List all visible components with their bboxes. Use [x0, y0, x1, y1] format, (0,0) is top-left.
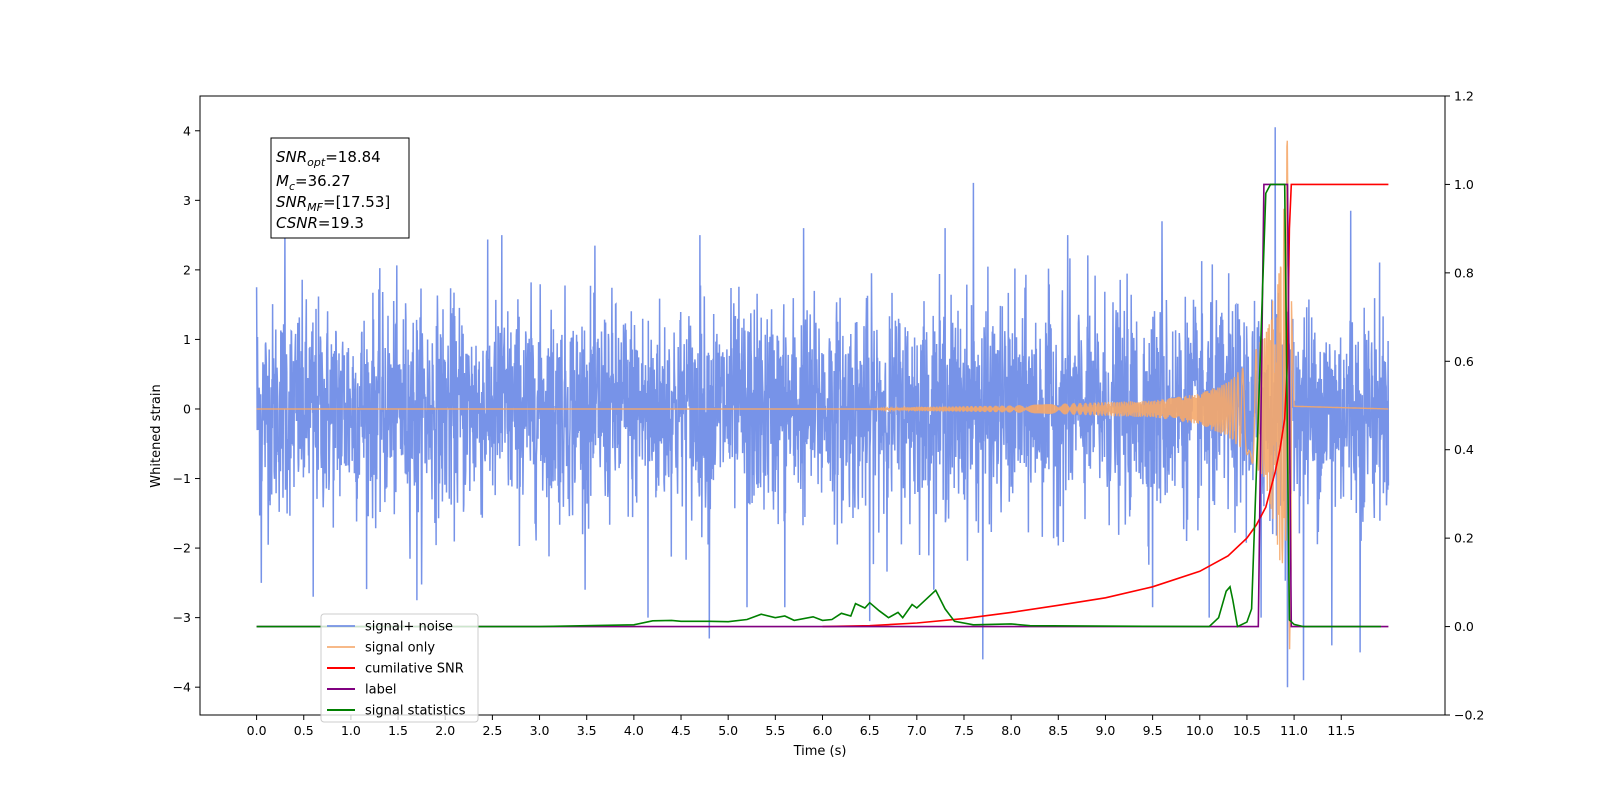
y-right-tick-label: 1.0	[1454, 177, 1474, 192]
y-tick-label: 4	[183, 123, 191, 138]
x-axis: 0.0 0.5 1.0 1.5 2.0 2.5 3.0 3.5 4.0 4.5 5.0 5.5 6.0 6…	[247, 715, 1355, 738]
y-right-tick-label: 0.2	[1454, 531, 1474, 546]
x-tick-label: 0.5	[294, 723, 314, 738]
y-right-tick-label: 1.2	[1454, 89, 1474, 104]
x-tick-label: 0.0	[247, 723, 267, 738]
x-tick-label: 10.5	[1233, 723, 1261, 738]
annotation-snr-opt: SNRopt=18.84	[276, 148, 381, 169]
x-axis-label: Time (s)	[793, 744, 847, 759]
x-tick-label: 10.0	[1186, 723, 1214, 738]
legend-entry-label: signal only	[365, 641, 435, 656]
y-tick-label: −3	[173, 610, 191, 625]
annotation-csnr: CSNR=19.3	[276, 214, 364, 232]
y-tick-label: 2	[183, 262, 191, 277]
legend-entry-label: signal statistics	[365, 704, 466, 719]
annotation-snr-mf: SNRMF=[17.53]	[276, 193, 390, 214]
x-tick-label: 9.5	[1143, 723, 1163, 738]
y-right-tick-label: 0.6	[1454, 354, 1474, 369]
y-tick-label: −4	[173, 680, 191, 695]
y-tick-label: −2	[173, 541, 191, 556]
y-tick-label: 1	[183, 332, 191, 347]
legend-entry-label: cumilative SNR	[365, 662, 464, 677]
annotation-mc: Mc=36.27	[276, 172, 351, 193]
x-tick-label: 9.0	[1096, 723, 1116, 738]
x-tick-label: 3.0	[530, 723, 550, 738]
x-tick-label: 4.5	[671, 723, 691, 738]
x-tick-label: 2.0	[435, 723, 455, 738]
x-tick-label: 3.5	[577, 723, 597, 738]
annotation-box: SNRopt=18.84 Mc=36.27 SNRMF=[17.53] CSNR…	[270, 137, 410, 239]
y-axis-label: Whitened strain	[149, 384, 164, 487]
legend-entry-label: signal+ noise	[365, 620, 453, 635]
x-tick-label: 7.0	[907, 723, 927, 738]
x-tick-label: 2.5	[482, 723, 502, 738]
legend: signal+ noise signal only cumilative SNR la…	[320, 613, 479, 723]
x-tick-label: 11.0	[1280, 723, 1308, 738]
x-tick-label: 1.0	[341, 723, 361, 738]
y-axis-right: −0.2 0.0 0.2 0.4 0.6 0.8 1.0 1.2	[1445, 89, 1484, 723]
y-tick-label: 0	[183, 401, 191, 416]
x-tick-label: 5.0	[718, 723, 738, 738]
y-tick-label: 3	[183, 193, 191, 208]
y-tick-label: −1	[173, 471, 191, 486]
x-tick-label: 8.5	[1048, 723, 1068, 738]
x-tick-label: 6.0	[813, 723, 833, 738]
y-axis-left: −4 −3 −2 −1 0 1 2 3 4	[173, 123, 200, 695]
y-right-tick-label: −0.2	[1454, 708, 1484, 723]
series-signal-only-line	[256, 140, 1389, 650]
x-tick-label: 5.5	[765, 723, 785, 738]
series-signal-noise-line	[255, 127, 1390, 688]
legend-frame	[320, 613, 479, 723]
x-tick-label: 11.5	[1327, 723, 1355, 738]
x-tick-label: 6.5	[860, 723, 880, 738]
y-right-tick-label: 0.8	[1454, 265, 1474, 280]
y-right-tick-label: 0.0	[1454, 619, 1474, 634]
x-tick-label: 8.0	[1001, 723, 1021, 738]
legend-entry-label: label	[365, 683, 396, 698]
series-signal-statistics-line	[256, 183, 1381, 628]
x-tick-label: 7.5	[954, 723, 974, 738]
y-right-tick-label: 0.4	[1454, 442, 1474, 457]
x-tick-label: 1.5	[388, 723, 408, 738]
x-tick-label: 4.0	[624, 723, 644, 738]
